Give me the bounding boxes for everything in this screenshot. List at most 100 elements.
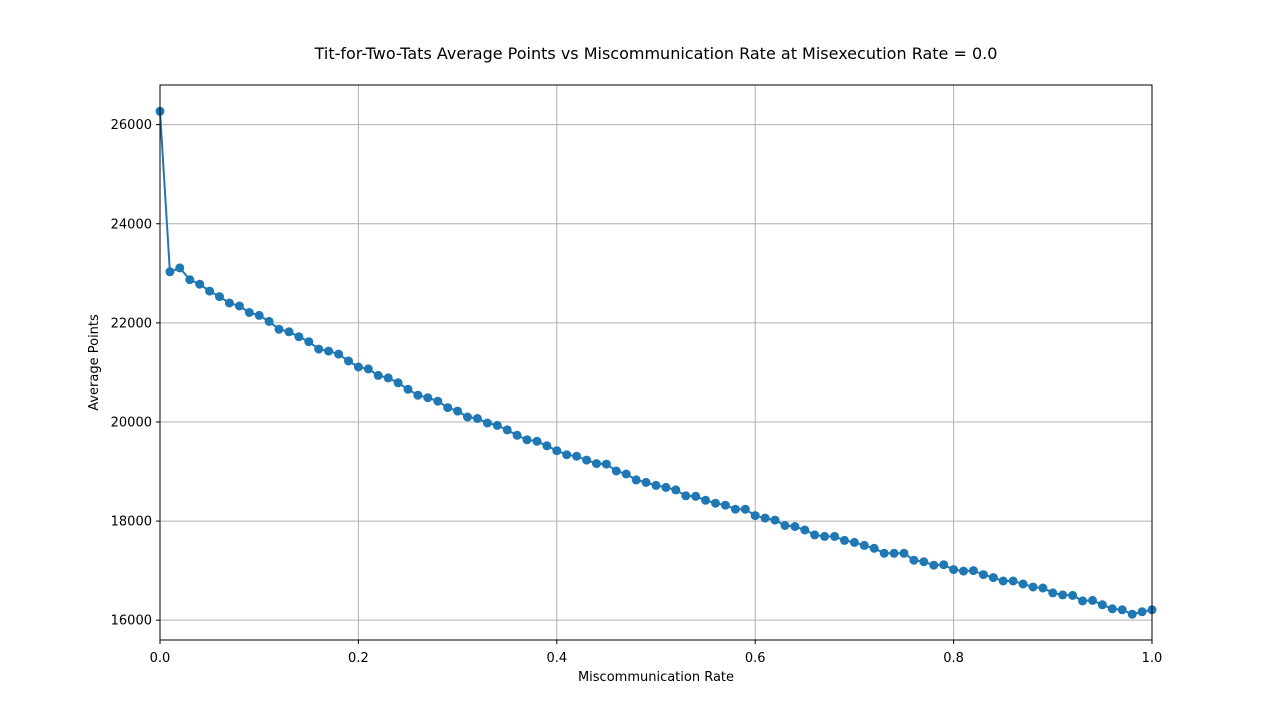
x-tick-label: 0.4 (546, 651, 567, 666)
data-point (909, 555, 919, 565)
x-tick-label: 0.6 (745, 651, 766, 666)
data-point (601, 459, 611, 469)
data-point (1048, 588, 1058, 598)
data-point (413, 390, 423, 400)
data-point (274, 324, 284, 334)
data-point (304, 337, 314, 347)
axis-ticks: 0.0 0.2 0.4 0.6 0.8 1.0 16000 18000 20000 22000 24… (111, 118, 1163, 666)
data-point (621, 469, 631, 479)
x-tick-label: 1.0 (1142, 651, 1163, 666)
data-point (631, 475, 641, 485)
data-point (740, 504, 750, 514)
data-point (1107, 604, 1117, 614)
data-point (502, 425, 512, 435)
data-point (701, 495, 711, 505)
data-point (820, 531, 830, 541)
data-point (611, 466, 621, 476)
data-point (691, 491, 701, 501)
data-point (522, 435, 532, 445)
data-point (1097, 600, 1107, 610)
data-point (1018, 579, 1028, 589)
data-point (1008, 576, 1018, 586)
data-point (939, 560, 949, 570)
data-point (978, 570, 988, 580)
data-point (1137, 607, 1147, 617)
data-point (195, 279, 205, 289)
data-point (998, 576, 1008, 586)
data-point (1078, 596, 1088, 606)
data-point (681, 491, 691, 501)
data-point (641, 477, 651, 487)
data-point (234, 301, 244, 311)
plot-frame (159, 84, 1153, 641)
y-tick-label: 26000 (111, 118, 152, 133)
data-point (651, 480, 661, 490)
data-point (582, 455, 592, 465)
data-point (224, 298, 234, 308)
data-point (472, 414, 482, 423)
data-point (1058, 590, 1068, 600)
data-point (849, 537, 859, 547)
data-point (840, 535, 849, 545)
data-point (512, 430, 522, 440)
data-point (353, 362, 363, 372)
data-point (324, 346, 334, 356)
data-point (790, 522, 800, 531)
data-point (800, 525, 810, 535)
data-point (433, 396, 443, 406)
data-point (959, 566, 968, 576)
data-point (859, 540, 869, 550)
data-point (968, 566, 978, 576)
x-tick-label: 0.0 (150, 651, 171, 666)
data-point (403, 384, 413, 394)
data-point (919, 557, 929, 567)
data-point (988, 573, 998, 583)
data-point (1117, 605, 1127, 615)
data-point (929, 560, 939, 570)
chart-title: Tit-for-Two-Tats Average Points vs Misco… (314, 44, 998, 63)
data-point (165, 267, 175, 277)
data-point (780, 521, 790, 530)
data-point (373, 370, 383, 380)
data-point (661, 482, 671, 492)
x-axis-label: Miscommunication Rate (578, 670, 734, 685)
data-point (175, 263, 185, 273)
data-point (552, 446, 562, 456)
data-point (423, 393, 433, 403)
data-point (334, 349, 344, 359)
x-tick-label: 0.2 (348, 651, 369, 666)
data-point (294, 332, 304, 342)
data-point (1038, 583, 1048, 593)
y-tick-label: 24000 (111, 217, 152, 232)
data-point (899, 548, 909, 558)
data-point (830, 531, 840, 541)
data-point (562, 450, 572, 460)
data-point (1028, 582, 1038, 592)
data-point (244, 308, 254, 317)
data-point (1068, 590, 1078, 600)
data-point (879, 548, 889, 558)
data-point (572, 451, 582, 461)
data-point (453, 406, 463, 416)
y-tick-label: 22000 (111, 316, 152, 331)
data-point (532, 436, 542, 446)
data-point (393, 378, 403, 388)
data-point (463, 412, 472, 422)
data-point (1127, 609, 1137, 619)
data-point (592, 459, 601, 469)
data-point (443, 403, 453, 413)
data-point (254, 310, 264, 320)
data-point (869, 543, 879, 553)
data-point (949, 565, 959, 575)
y-tick-label: 16000 (111, 614, 152, 629)
data-point (284, 327, 294, 337)
data-point (542, 441, 552, 451)
data-point (730, 504, 740, 514)
data-point (711, 498, 720, 508)
data-point (482, 418, 492, 428)
y-tick-label: 20000 (111, 415, 152, 430)
x-tick-label: 0.8 (943, 651, 964, 666)
